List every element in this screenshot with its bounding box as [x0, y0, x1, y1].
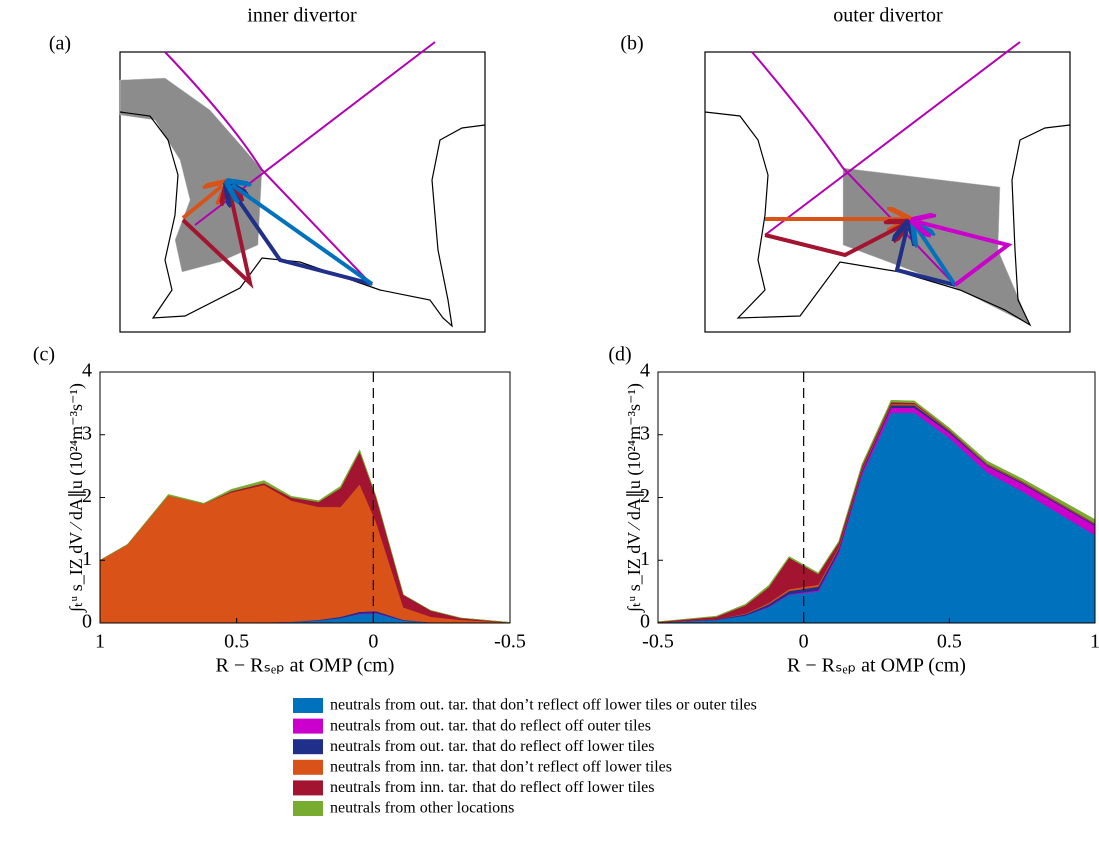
arrow	[918, 222, 1013, 287]
y-tick-label: 0	[82, 611, 92, 633]
legend-swatch	[293, 759, 323, 775]
frame	[704, 51, 1071, 333]
legend-swatch	[293, 739, 323, 755]
y-tick-label: 3	[640, 422, 650, 444]
legend-swatch	[293, 780, 323, 796]
legend-swatch	[293, 801, 323, 816]
legend-swatch	[293, 698, 323, 713]
y-axis-label: ∫ₜᵘ s_IZ dV ⁄ dA∥u (10²⁴m⁻³s⁻¹)	[66, 383, 87, 613]
arrow	[181, 186, 222, 220]
separatrix	[164, 51, 373, 286]
y-tick-label: 0	[640, 611, 650, 633]
arrow	[232, 185, 374, 286]
arrow	[897, 228, 956, 287]
y-tick-label: 2	[82, 485, 92, 507]
legend-text: neutrals from out. tar. that do reflect …	[330, 738, 655, 755]
arrow	[230, 188, 373, 286]
y-tick-label: 1	[640, 548, 650, 570]
x-tick-label: 0.5	[937, 631, 962, 653]
x-tick-label: 1	[1090, 631, 1099, 653]
legend-text: neutrals from out. tar. that don’t refle…	[330, 697, 757, 714]
panel-label: (b)	[620, 33, 643, 55]
x-axis-label: R − Rₛₑₚ at OMP (cm)	[216, 655, 395, 677]
area	[99, 483, 511, 624]
frame	[119, 51, 486, 333]
y-tick-label: 2	[640, 485, 650, 507]
x-axis-label: R − Rₛₑₚ at OMP (cm)	[787, 655, 966, 677]
mesh	[119, 77, 263, 273]
legend-text: neutrals from other locations	[330, 800, 514, 817]
y-tick-label: 1	[82, 548, 92, 570]
x-tick-label: -0.5	[642, 631, 674, 653]
y-axis-label: ∫ₜᵘ s_IZ dV ⁄ dA∥u (10²⁴m⁻³s⁻¹)	[624, 383, 645, 613]
panel-label: (c)	[33, 344, 55, 366]
legend-text: neutrals from inn. tar. that do reflect …	[330, 779, 655, 796]
y-tick-label: 4	[82, 360, 92, 382]
x-tick-label: 0	[799, 631, 809, 653]
y-tick-label: 3	[82, 422, 92, 444]
x-tick-label: 1	[95, 631, 105, 653]
x-tick-label: -0.5	[494, 631, 526, 653]
arrow	[764, 225, 903, 258]
arrow	[181, 188, 254, 289]
diagram-b: (b) outer divertor	[620, 5, 1071, 333]
wall	[704, 111, 1071, 327]
legend-text: neutrals from inn. tar. that don’t refle…	[330, 758, 672, 775]
separatrix	[764, 41, 1021, 236]
x-tick-label: 0	[368, 631, 378, 653]
diagram-title: outer divertor	[833, 5, 943, 27]
diagram-title: inner divertor	[247, 5, 357, 27]
legend-swatch	[293, 718, 323, 734]
panel-label: (d)	[608, 344, 631, 366]
mesh	[842, 167, 1031, 326]
y-tick-label: 4	[640, 360, 650, 382]
x-tick-label: 0.5	[224, 631, 249, 653]
panel-label: (a)	[49, 33, 71, 55]
legend-text: neutrals from out. tar. that do reflect …	[330, 717, 651, 734]
separatrix	[751, 51, 956, 286]
diagram-a: (a) inner divertor	[49, 5, 486, 333]
